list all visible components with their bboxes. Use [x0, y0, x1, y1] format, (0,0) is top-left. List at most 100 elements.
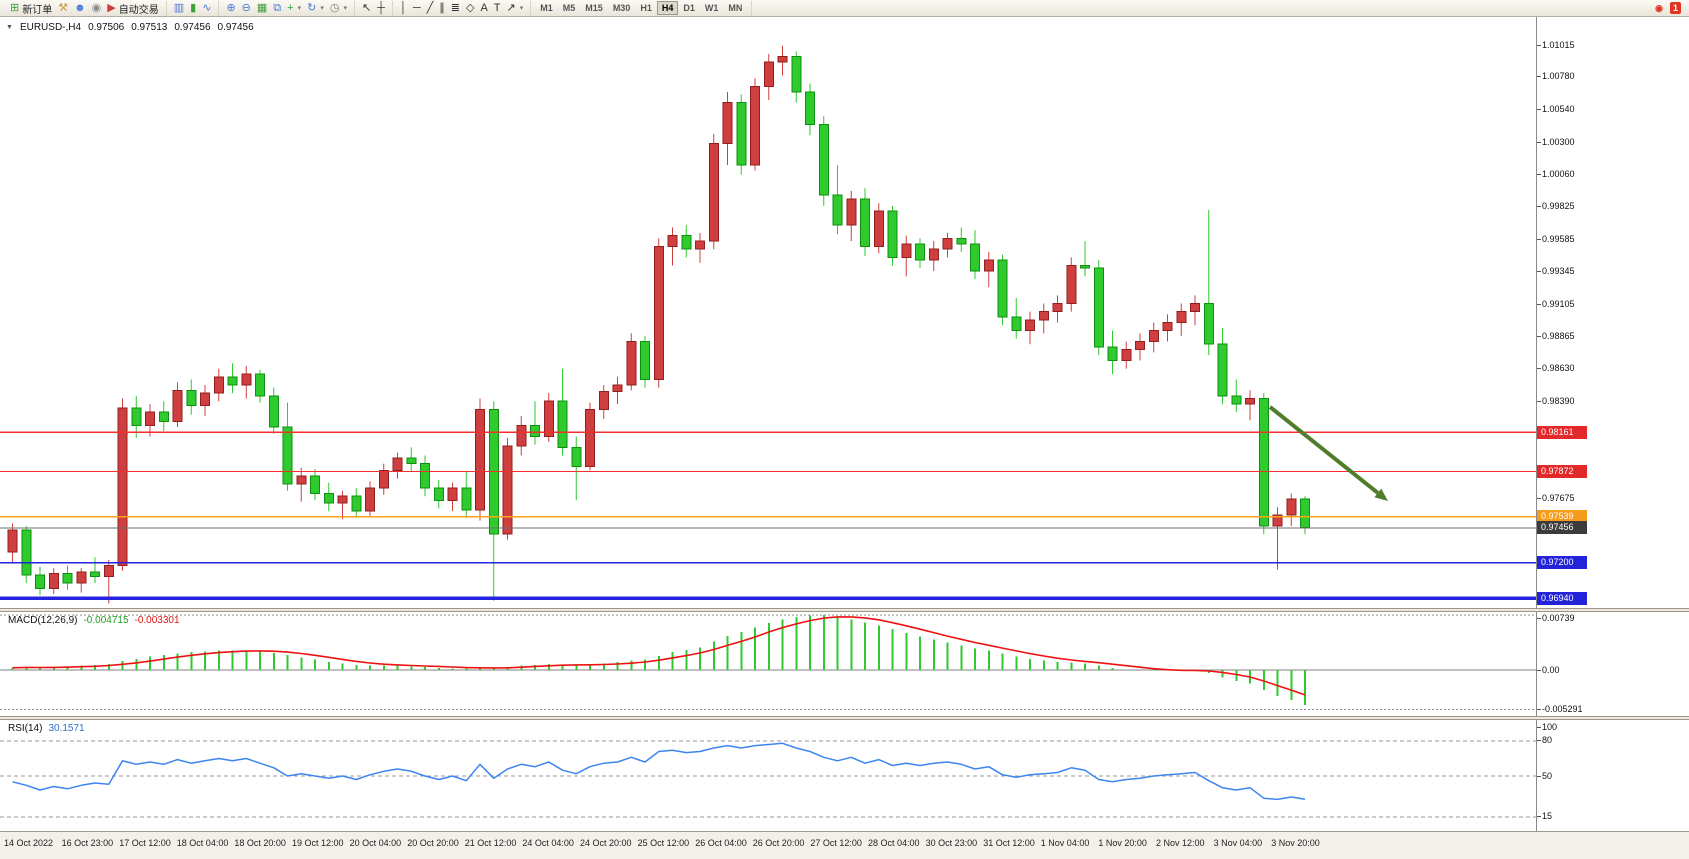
fibonacci-button[interactable]: ≣ [449, 1, 462, 16]
tools-icon: ⚒ [58, 1, 69, 14]
candle-body [681, 235, 692, 250]
cursor-button[interactable]: ↖ [360, 1, 373, 16]
news-indicator-icon[interactable]: ◉ [1655, 3, 1663, 13]
macd-panel-splitter[interactable] [0, 608, 1689, 612]
candle-body [1162, 322, 1173, 332]
macd-axis-label: -0.005291 [1537, 703, 1583, 714]
price-axis[interactable]: 1.01015 1.00780 1.00540 1.00300 1.00060 0.998… [1536, 17, 1689, 831]
price-axis-tick: 1.00780 [1537, 71, 1575, 82]
timeframe-w1-button[interactable]: W1 [704, 3, 719, 13]
rsi-line [12, 742, 1306, 801]
timeframe-m30-button[interactable]: M30 [612, 3, 631, 13]
dropdown-caret-icon: ▾ [519, 5, 524, 12]
timeframe-mn-button[interactable]: MN [728, 3, 743, 13]
auto-trading-icon: ▶ [107, 1, 116, 14]
candle-body [846, 198, 857, 226]
candle-body [21, 529, 32, 576]
candle-body [777, 56, 788, 63]
timeframe-h4-button[interactable]: H4 [656, 1, 679, 15]
text-label-button[interactable]: A [478, 1, 489, 16]
alerts-button[interactable]: ◉ [90, 1, 104, 16]
cascade-windows-button[interactable]: ⧉ [271, 1, 283, 16]
new-order-button[interactable]: ⊞ 新订单 [8, 1, 54, 16]
trendline-button[interactable]: ╱ [425, 1, 436, 16]
candle-body [585, 408, 595, 467]
arrow-objects-button[interactable]: ↗ ▾ [505, 1, 526, 16]
tile-windows-button[interactable]: ▦ [255, 1, 269, 16]
candle-body [158, 411, 169, 423]
candle-body [722, 102, 733, 144]
price-high: 0.97513 [131, 22, 168, 33]
candle-body [928, 248, 939, 261]
price-axis-tick: 0.99105 [1537, 298, 1575, 309]
time-label: 31 Oct 12:00 [983, 838, 1035, 848]
time-label: 19 Oct 12:00 [292, 838, 344, 848]
horizontal-line-button[interactable]: ─ [411, 1, 423, 16]
auto-trading-button[interactable]: ▶ 自动交易 [105, 1, 160, 16]
collapse-chart-icon[interactable]: ▼ [6, 24, 13, 31]
rsi-panel-splitter[interactable] [0, 716, 1689, 720]
zoom-in-button[interactable]: ⊕ [224, 1, 237, 16]
time-axis[interactable]: 14 Oct 2022 16 Oct 23:00 17 Oct 12:00 18 Oc… [0, 831, 1689, 859]
rsi-indicator-canvas[interactable] [0, 720, 1536, 831]
period-menu-button[interactable]: ◷ ▾ [328, 1, 349, 16]
auto-trading-label: 自动交易 [118, 4, 159, 16]
zoom-in-icon: ⊕ [226, 1, 236, 14]
text-mark-button[interactable]: T [492, 1, 503, 16]
market-watch-button[interactable]: ☻ [72, 1, 88, 16]
timeframe-h1-button[interactable]: H1 [640, 3, 652, 13]
candle-body [942, 237, 953, 250]
candle-body [282, 426, 293, 485]
zoom-out-button[interactable]: ⊖ [240, 1, 253, 16]
tools-button[interactable]: ⚒ [56, 1, 70, 16]
shapes-button[interactable]: ◇ [464, 1, 476, 16]
dropdown-caret-icon: ▾ [297, 5, 302, 12]
timeframe-m1-button[interactable]: M1 [540, 3, 553, 13]
time-label: 27 Oct 12:00 [810, 838, 862, 848]
candle-body [1203, 303, 1214, 345]
chart-window: ▼ EURUSD-,H4 0.97506 0.97513 0.97456 0.9… [0, 17, 1689, 859]
candle-body [1148, 330, 1159, 343]
profiles-button[interactable]: ↻ ▾ [305, 1, 326, 16]
line-chart-button[interactable]: ∿ [200, 1, 213, 16]
trend-arrow-annotation[interactable] [1268, 405, 1380, 495]
toolbar-right-icons: ◉ 1 [1647, 1, 1686, 16]
candle-body [461, 487, 472, 511]
macd-axis-label: 0.00 [1537, 664, 1560, 675]
time-label: 21 Oct 12:00 [464, 838, 517, 848]
timeframe-toolbar: M1 M5 M15 M30 H1 H4 D1 W1 MN [531, 0, 753, 16]
new-chart-button[interactable]: + ▾ [285, 1, 303, 16]
timeframe-m5-button[interactable]: M5 [562, 3, 576, 13]
candle-body [805, 91, 815, 125]
price-badge-0.97539: 0.97539 [1537, 510, 1587, 524]
candlestick-chart-button[interactable]: ▮ [188, 1, 198, 16]
time-label: 16 Oct 23:00 [61, 838, 114, 848]
price-chart-canvas[interactable] [0, 17, 1536, 608]
candle-body [1217, 343, 1228, 397]
candle-body [571, 446, 582, 467]
time-label: 3 Nov 20:00 [1271, 838, 1320, 848]
timeframe-d1-button[interactable]: D1 [683, 3, 695, 13]
horizontal-line-icon: ─ [412, 1, 421, 14]
macd-indicator-canvas[interactable] [0, 612, 1536, 716]
candle-body [310, 475, 320, 495]
crosshair-button[interactable]: ┼ [375, 1, 387, 16]
time-label: 28 Oct 04:00 [868, 838, 920, 848]
bar-chart-button[interactable]: ▥ [172, 1, 186, 16]
price-axis-tick: 0.99585 [1537, 233, 1575, 244]
notification-badge-icon[interactable]: 1 [1669, 2, 1681, 14]
candle-body [997, 259, 1008, 318]
time-label: 30 Oct 23:00 [925, 838, 978, 848]
timeframe-m15-button[interactable]: M15 [585, 3, 603, 13]
candle-body [1066, 265, 1077, 305]
price-low: 0.97456 [174, 22, 211, 33]
candle-body [557, 400, 568, 448]
vertical-line-button[interactable]: │ [398, 1, 409, 16]
candle-body [90, 571, 100, 577]
equidistant-channel-button[interactable]: ∥ [437, 1, 447, 16]
equidistant-channel-icon: ∥ [439, 1, 445, 14]
line-chart-icon: ∿ [202, 1, 212, 14]
cascade-windows-icon: ⧉ [273, 1, 282, 14]
price-axis-tick: 0.98390 [1537, 395, 1575, 406]
period-menu-icon: ◷ [329, 1, 340, 14]
